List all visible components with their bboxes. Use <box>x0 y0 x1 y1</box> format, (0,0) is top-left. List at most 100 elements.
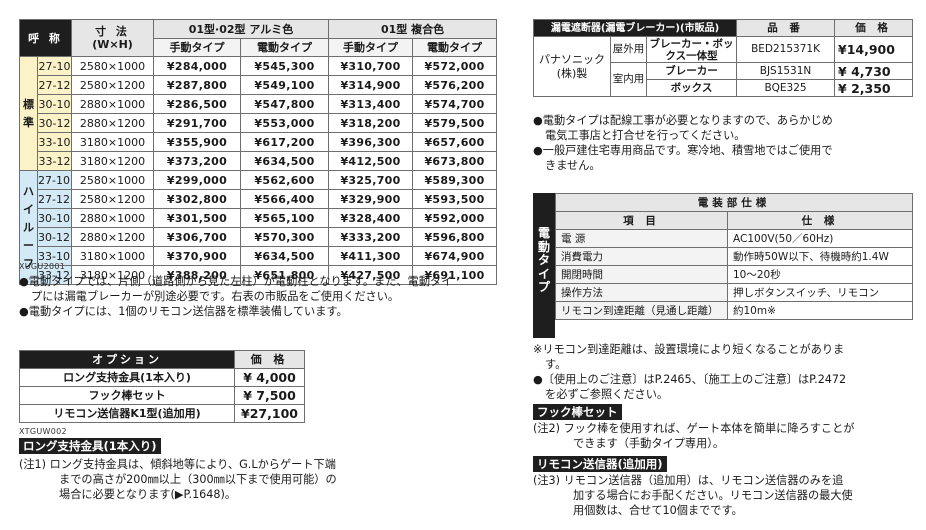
model-code: 30-10 <box>37 94 72 114</box>
group-label-char: 標 <box>23 97 34 111</box>
price-manual-composite: ¥396,300 <box>328 132 414 152</box>
price-manual-alu: ¥373,200 <box>153 151 241 171</box>
dimension: 2880×1000 <box>71 94 154 114</box>
group-label-char: ル <box>23 220 34 234</box>
price-row: 30-10H2880×1000¥301,500¥565,100¥328,400¥… <box>20 208 498 228</box>
price-manual-composite: ¥325,700 <box>328 170 414 190</box>
group-label-char: ハ <box>23 184 34 198</box>
price-row: 30-10 2880×1000 ¥286,500 ¥547,800 ¥313,400 ¥5… <box>20 94 498 114</box>
note-line: プには漏電ブレーカーが別途必要です。右表の市販品をご使用ください。 <box>31 290 400 303</box>
spec-side-char: 電 <box>537 226 550 240</box>
price-manual-alu: ¥301,500 <box>153 208 241 228</box>
price-row: 33-12H3180×1200¥388,200¥651,800¥427,500¥… <box>20 265 498 285</box>
price-manual-composite: ¥411,300 <box>328 246 414 266</box>
spec-row: 開閉時間 10～20秒 <box>555 265 913 284</box>
remote-section-title: リモコン送信器(追加用) <box>533 456 667 472</box>
price-manual-alu: ¥286,500 <box>153 94 241 114</box>
note-line: 場合に必要となります(▶P.1648)。 <box>59 488 237 501</box>
option-name: フック棒セット <box>19 386 235 405</box>
price-electric-alu: ¥547,800 <box>239 94 330 114</box>
price-electric-composite: ¥589,300 <box>412 170 498 190</box>
spec-side-label: 電動タイプ <box>533 193 555 338</box>
price-manual-composite: ¥329,900 <box>328 189 414 209</box>
dimension: 2880×1200 <box>71 227 154 247</box>
price-row: 27-12H2580×1200¥302,800¥566,400¥329,900¥… <box>20 189 498 209</box>
breaker-price-header: 価 格 <box>834 19 914 37</box>
spec-table: 電装部仕様 項 目 仕 様 電 源 AC100V(50／60Hz) 消費電力 動作時5… <box>555 193 913 320</box>
model-code: 33-12 <box>37 151 72 171</box>
spec-side-char: イ <box>537 266 550 281</box>
model-code: 33-10H <box>37 246 72 266</box>
long-support-notes: (注1) ロング支持金具は、傾斜地等により、G.Lからゲート下端 までの高さが2… <box>19 457 337 502</box>
option-code-caption: XTGUW002 <box>19 427 67 436</box>
model-code: 27-10H <box>37 170 72 190</box>
price-manual-composite: ¥310,700 <box>328 56 414 76</box>
price-electric-composite: ¥572,000 <box>412 56 498 76</box>
price-manual-composite: ¥313,400 <box>328 94 414 114</box>
price-manual-composite: ¥333,200 <box>328 227 414 247</box>
breaker-maker-suffix: (株)製 <box>556 66 588 80</box>
price-code-caption: XUGU2001 <box>19 262 66 271</box>
price-electric-composite: ¥574,700 <box>412 94 498 114</box>
spec-value-header: 仕 様 <box>727 211 913 230</box>
model-code: 30-12H <box>37 227 72 247</box>
group-label: 標準 <box>19 56 38 171</box>
spec-item: 開閉時間 <box>555 265 728 284</box>
dim-header-sub: (W×H) <box>92 38 133 51</box>
breaker-table: 漏電遮断器(漏電ブレーカー)(市販品) 品 番 価 格 パナソニック (株)製 … <box>532 19 914 97</box>
spec-row: 操作方法 押しボタンスイッチ、リモコン <box>555 283 913 302</box>
dimension: 2580×1200 <box>71 189 154 209</box>
group1-header: 01型·02型 アルミ色 <box>152 19 330 39</box>
electric-header: 電動タイプ <box>412 38 498 57</box>
spec-item-header: 項 目 <box>555 211 728 230</box>
price-electric-composite: ¥592,000 <box>412 208 498 228</box>
price-row: 27-12 2580×1200 ¥287,800 ¥549,100 ¥314,900 ¥5… <box>20 75 498 95</box>
breaker-product-name: ボックス <box>645 79 738 97</box>
breaker-loc-indoor: 室内用 <box>610 62 647 97</box>
price-electric-composite: ¥674,900 <box>412 246 498 266</box>
breaker-maker-name: パナソニック <box>539 52 605 66</box>
option-header: オプション <box>19 350 235 369</box>
dimension: 3180×1000 <box>71 132 154 152</box>
option-row: ロング支持金具(1本入り) ¥ 4,000 <box>19 368 305 387</box>
price-electric-alu: ¥565,100 <box>239 208 330 228</box>
spec-side-char: 動 <box>537 239 550 254</box>
model-code: 33-10 <box>37 132 72 152</box>
price-manual-composite: ¥412,500 <box>328 151 414 171</box>
breaker-notes: ●電動タイプは配線工事が必要となりますので、あらかじめ 電気工事店と打合せを行っ… <box>533 113 833 173</box>
note-line: す。 <box>545 358 567 371</box>
price-manual-composite: ¥427,500 <box>328 265 414 285</box>
price-electric-alu: ¥570,300 <box>239 227 330 247</box>
price-electric-alu: ¥545,300 <box>239 56 330 76</box>
price-electric-alu: ¥549,100 <box>239 75 330 95</box>
price-row: 33-10 3180×1000 ¥355,900 ¥617,200 ¥396,300 ¥6… <box>20 132 498 152</box>
note-line: ●電動タイプは配線工事が必要となりますので、あらかじめ <box>533 114 833 127</box>
price-manual-composite: ¥318,200 <box>328 113 414 133</box>
note-line: を必ずご参照ください。 <box>545 388 669 401</box>
price-manual-alu: ¥355,900 <box>153 132 241 152</box>
dim-header-label: 寸 法 <box>95 25 130 38</box>
spec-value: AC100V(50／60Hz) <box>727 229 913 248</box>
group-label-char: 準 <box>23 115 34 129</box>
price-row: 33-10H3180×1000¥370,900¥634,500¥411,300¥… <box>20 246 498 266</box>
price-manual-alu: ¥302,800 <box>153 189 241 209</box>
manual-header: 手動タイプ <box>153 38 241 57</box>
dimension: 3180×1200 <box>71 265 154 285</box>
long-support-title: ロング支持金具(1本入り) <box>19 438 161 454</box>
price-manual-alu: ¥299,000 <box>153 170 241 190</box>
price-electric-composite: ¥673,800 <box>412 151 498 171</box>
price-manual-alu: ¥291,700 <box>153 113 241 133</box>
hook-section-title: フック棒セット <box>533 404 622 420</box>
breaker-product-name: ブレーカー <box>645 62 738 80</box>
model-code: 30-10H <box>37 208 72 228</box>
spec-item: 電 源 <box>555 229 728 248</box>
option-row: フック棒セット ¥ 7,500 <box>19 386 305 405</box>
remote-section-notes: (注3) リモコン送信器（追加用）は、リモコン送信器のみを追 加する場合にお手配… <box>533 473 853 518</box>
option-name: ロング支持金具(1本入り) <box>19 368 235 387</box>
spec-row: リモコン到達距離（見通し距離） 約10m※ <box>555 301 913 320</box>
price-manual-alu: ¥388,200 <box>153 265 241 285</box>
note-line: ●一般戸建住宅専用商品です。寒冷地、積雪地ではご使用で <box>533 144 833 157</box>
hook-section-notes: (注2) フック棒を使用すれば、ゲート本体を簡単に降ろすことが できます（手動タ… <box>533 421 854 451</box>
option-table: オプション 価 格 ロング支持金具(1本入り) ¥ 4,000 フック棒セット ¥ 7… <box>19 350 305 423</box>
